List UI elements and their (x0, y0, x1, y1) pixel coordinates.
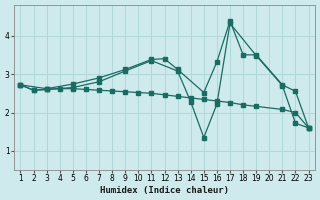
X-axis label: Humidex (Indice chaleur): Humidex (Indice chaleur) (100, 186, 229, 195)
